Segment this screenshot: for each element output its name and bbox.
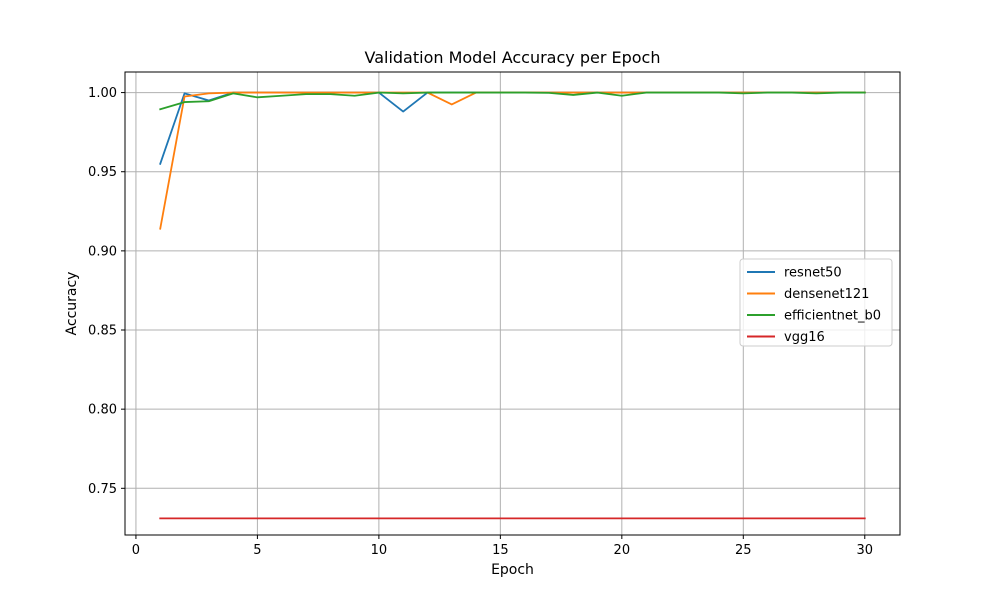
y-axis-ticks: 0.75 0.80 0.85 0.90 0.95 1.00 — [88, 86, 125, 497]
series-line-efficientnet_b0 — [159, 91, 866, 111]
chart-title: Validation Model Accuracy per Epoch — [364, 48, 660, 67]
y-tick-label: 1.00 — [88, 86, 117, 101]
plot-frame — [124, 71, 901, 536]
y-tick-label: 0.75 — [88, 482, 117, 497]
x-tick-label: 15 — [492, 543, 509, 558]
y-tick-label: 0.85 — [88, 324, 117, 339]
x-tick-label: 0 — [132, 543, 140, 558]
legend-box — [739, 258, 893, 347]
y-tick-label: 0.80 — [88, 403, 117, 418]
x-tick-label: 5 — [253, 543, 261, 558]
x-tick-label: 10 — [371, 543, 388, 558]
series-line-resnet50 — [159, 91, 866, 165]
series-line-densenet121 — [159, 91, 866, 230]
x-tick-label: 20 — [614, 543, 631, 558]
y-tick-label: 0.90 — [88, 244, 117, 259]
y-axis-label: Accuracy — [64, 272, 80, 336]
legend-label-densenet121: densenet121 — [784, 287, 869, 302]
x-tick-label: 30 — [856, 543, 873, 558]
legend-label-vgg16: vgg16 — [784, 330, 825, 345]
x-tick-label: 25 — [735, 543, 752, 558]
legend-label-resnet50: resnet50 — [784, 266, 842, 281]
legend-label-efficientnet_b0: efficientnet_b0 — [784, 309, 881, 324]
series-layer — [159, 91, 866, 520]
y-tick-label: 0.95 — [88, 165, 117, 180]
x-axis-ticks: 0 5 10 15 20 25 30 — [132, 535, 873, 558]
x-axis-label: Epoch — [491, 562, 534, 578]
legend: resnet50 densenet121 efficientnet_b0 vgg16 — [739, 258, 893, 347]
